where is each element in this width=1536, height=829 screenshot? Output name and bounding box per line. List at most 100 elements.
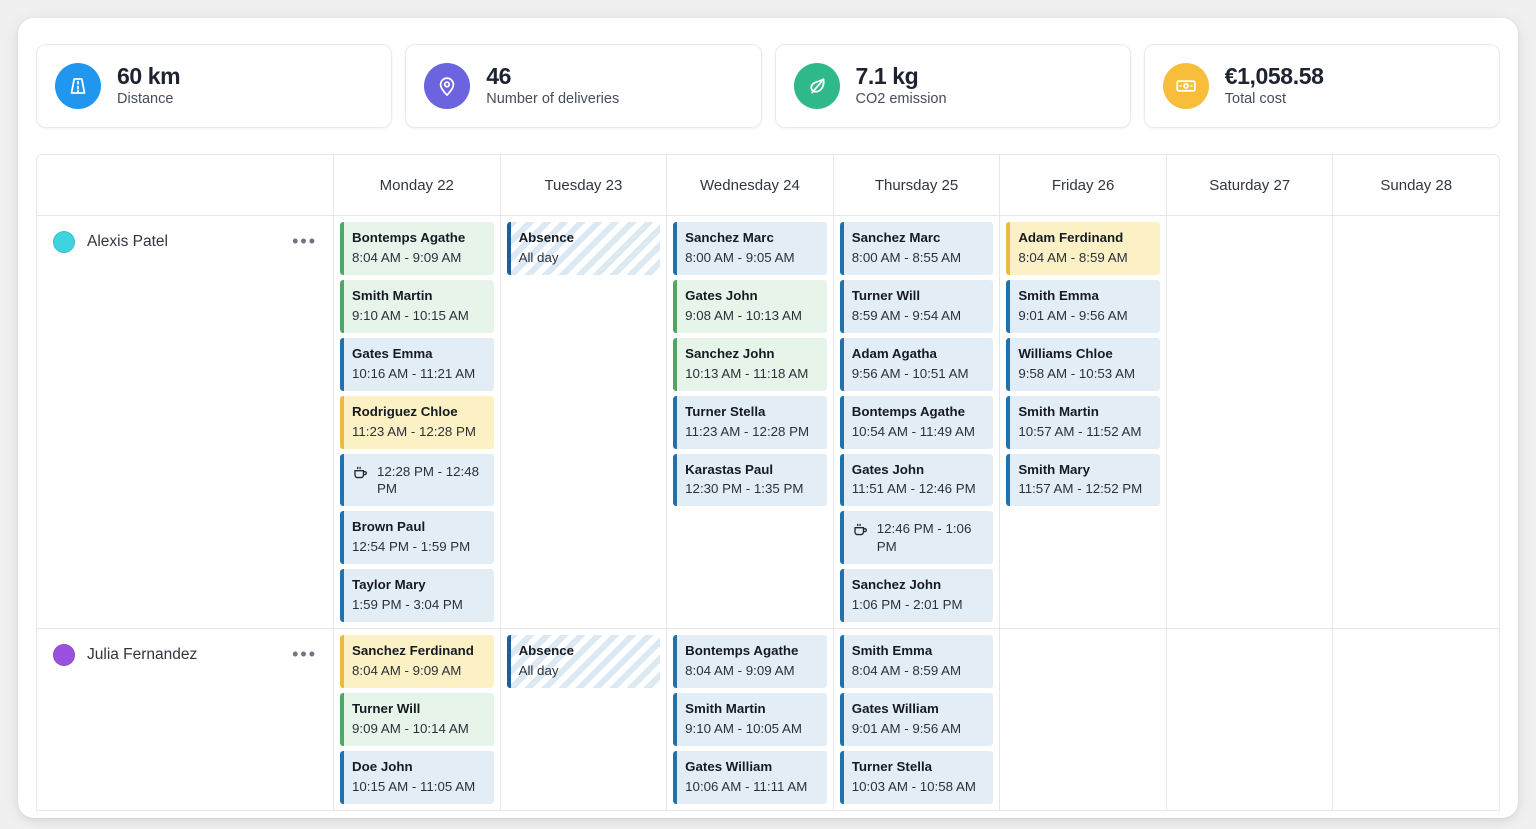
event-title: Bontemps Agathe [352, 230, 466, 245]
event-time: 11:23 AM - 12:28 PM [352, 423, 476, 439]
delivery-event[interactable]: Bontemps Agathe 8:04 AM - 9:09 AM [673, 635, 827, 688]
delivery-event[interactable]: Sanchez Ferdinand 8:04 AM - 9:09 AM [340, 635, 494, 688]
resource-row: Alexis Patel ••• Bontemps Agathe 8:04 AM - … [37, 215, 1499, 629]
delivery-event[interactable]: Turner Stella 11:23 AM - 12:28 PM [673, 395, 827, 449]
event-time: 1:06 PM - 2:01 PM [851, 597, 963, 613]
resource-row: Julia Fernandez ••• Sanchez Ferdinand 8:04 … [37, 628, 1499, 810]
delivery-event[interactable]: Sanchez Marc 8:00 AM - 8:55 AM [839, 222, 994, 275]
delivery-event[interactable]: Adam Ferdinand 8:04 AM - 8:59 AM [1006, 222, 1160, 275]
delivery-event[interactable]: Smith Martin 10:57 AM - 11:52 AM [1006, 395, 1160, 449]
delivery-event[interactable]: Smith Emma 9:01 AM - 9:56 AM [1006, 279, 1160, 333]
delivery-event[interactable]: Williams Chloe 9:58 AM - 10:53 AM [1006, 337, 1160, 391]
resource-options-button[interactable]: ••• [292, 231, 317, 251]
break-event[interactable]: 12:28 PM - 12:48 PM [340, 453, 494, 507]
day-cell[interactable]: Absence All day [501, 629, 668, 810]
kpi-text: 46 Number of deliveries [486, 64, 619, 107]
resource-options-button[interactable]: ••• [292, 644, 317, 665]
delivery-event[interactable]: Adam Agatha 9:56 AM - 10:51 AM [839, 337, 994, 391]
day-header-thursday[interactable]: Thursday 25 [834, 155, 1001, 215]
event-title: Turner Will [352, 701, 421, 716]
event-title: Smith Mary [1018, 461, 1090, 477]
day-cell[interactable]: Sanchez Ferdinand 8:04 AM - 9:09 AM Turner… [334, 629, 501, 810]
delivery-event[interactable]: Turner Stella 10:03 AM - 10:58 AM [839, 750, 994, 804]
delivery-event[interactable]: Gates William 9:01 AM - 9:56 AM [839, 693, 994, 746]
event-time: 9:10 AM - 10:15 AM [352, 307, 469, 323]
event-title: Bontemps Agathe [851, 403, 966, 419]
kpi-card-total-cost: €1,058.58 Total cost [1143, 44, 1500, 128]
day-cell[interactable] [1333, 629, 1499, 810]
event-title: Doe John [352, 758, 413, 774]
absence-event[interactable]: Absence All day [506, 635, 661, 688]
delivery-event[interactable]: Taylor Mary 1:59 PM - 3:04 PM [340, 569, 494, 623]
day-header-friday[interactable]: Friday 26 [1000, 155, 1167, 215]
event-time: 9:09 AM - 10:14 AM [352, 720, 469, 736]
day-cell[interactable]: Smith Emma 8:04 AM - 8:59 AM Gates William… [834, 629, 1001, 810]
delivery-event[interactable]: Gates William 10:06 AM - 11:11 AM [673, 750, 827, 804]
day-header-wednesday[interactable]: Wednesday 24 [667, 155, 834, 215]
event-time: 10:15 AM - 11:05 AM [352, 778, 476, 794]
delivery-event[interactable]: Smith Mary 11:57 AM - 12:52 PM [1006, 453, 1160, 507]
delivery-event[interactable]: Smith Martin 9:10 AM - 10:05 AM [673, 693, 827, 746]
kpi-label: Number of deliveries [486, 90, 620, 107]
delivery-event[interactable]: Gates John 9:08 AM - 10:13 AM [673, 279, 827, 333]
delivery-event[interactable]: Smith Martin 9:10 AM - 10:15 AM [340, 279, 494, 333]
delivery-event[interactable]: Turner Will 8:59 AM - 9:54 AM [839, 279, 994, 333]
event-title: Williams Chloe [1018, 345, 1113, 361]
event-time: 12:46 PM - 1:06 PM [876, 521, 972, 555]
delivery-event[interactable]: Turner Will 9:09 AM - 10:14 AM [340, 693, 494, 746]
day-cell[interactable] [1333, 216, 1499, 628]
day-cell[interactable] [1000, 629, 1167, 810]
event-time: 9:01 AM - 9:56 AM [1018, 307, 1128, 323]
schedule-calendar: Monday 22 Tuesday 23 Wednesday 24 Thursday … [36, 154, 1500, 811]
event-time: 9:56 AM - 10:51 AM [851, 365, 969, 381]
event-time: 11:23 AM - 12:28 PM [685, 423, 810, 439]
event-title: Rodriguez Chloe [352, 403, 458, 419]
delivery-event[interactable]: Rodriguez Chloe 11:23 AM - 12:28 PM [340, 395, 494, 449]
event-title: Absence [518, 230, 575, 245]
resource-cell: Julia Fernandez ••• [37, 629, 334, 810]
kpi-value: 60 km [117, 63, 181, 90]
event-title: Absence [518, 643, 575, 659]
delivery-event[interactable]: Sanchez John 1:06 PM - 2:01 PM [839, 569, 994, 623]
event-title: Smith Martin [685, 701, 766, 716]
break-event[interactable]: 12:46 PM - 1:06 PM [839, 511, 994, 565]
event-title: Gates Emma [352, 345, 433, 361]
resource-cell: Alexis Patel ••• [37, 216, 334, 629]
event-time: 9:01 AM - 9:56 AM [851, 720, 962, 736]
delivery-event[interactable]: Gates Emma 10:16 AM - 11:21 AM [340, 337, 494, 391]
event-title: Adam Ferdinand [1018, 230, 1124, 245]
delivery-event[interactable]: Bontemps Agathe 10:54 AM - 11:49 AM [839, 395, 994, 449]
event-title: Smith Emma [851, 643, 933, 659]
day-cell[interactable]: Bontemps Agathe 8:04 AM - 9:09 AM Smith Ma… [667, 629, 834, 810]
kpi-strip: 60 km Distance 46 Number of deliveries 7.1 k… [18, 18, 1518, 128]
delivery-event[interactable]: Sanchez Marc 8:00 AM - 9:05 AM [673, 222, 827, 275]
delivery-event[interactable]: Karastas Paul 12:30 PM - 1:35 PM [673, 453, 827, 507]
event-time: 8:00 AM - 9:05 AM [685, 249, 795, 265]
day-cell[interactable] [1167, 216, 1334, 629]
absence-event[interactable]: Absence All day [506, 222, 661, 275]
event-title: Gates John [685, 287, 758, 303]
delivery-event[interactable]: Smith Emma 8:04 AM - 8:59 AM [839, 635, 994, 688]
day-header-sunday[interactable]: Sunday 28 [1380, 176, 1453, 194]
event-time: 1:59 PM - 3:04 PM [352, 597, 463, 613]
delivery-event[interactable]: Sanchez John 10:13 AM - 11:18 AM [673, 337, 827, 391]
day-header-saturday[interactable]: Saturday 27 [1167, 155, 1334, 215]
event-time: 11:57 AM - 12:52 PM [1018, 481, 1143, 497]
day-header-monday[interactable]: Monday 22 [334, 155, 501, 215]
day-cell[interactable] [1167, 629, 1334, 810]
road-icon [55, 63, 101, 109]
kpi-value: 46 [486, 63, 512, 90]
delivery-event[interactable]: Gates John 11:51 AM - 12:46 PM [839, 453, 994, 507]
delivery-event[interactable]: Doe John 10:15 AM - 11:05 AM [340, 750, 494, 804]
day-cell[interactable]: Bontemps Agathe 8:04 AM - 9:09 AM Smith Ma… [334, 216, 501, 629]
delivery-event[interactable]: Bontemps Agathe 8:04 AM - 9:09 AM [340, 222, 494, 275]
day-cell[interactable]: Sanchez Marc 8:00 AM - 8:55 AM Turner Will… [834, 216, 1001, 629]
day-cell[interactable]: Sanchez Marc 8:00 AM - 9:05 AM Gates John 9… [667, 216, 834, 629]
event-title: Sanchez Marc [851, 230, 941, 245]
day-cell[interactable]: Adam Ferdinand 8:04 AM - 8:59 AM Smith Emm… [1000, 216, 1167, 629]
day-header-tuesday[interactable]: Tuesday 23 [501, 155, 668, 215]
event-time: 10:57 AM - 11:52 AM [1018, 423, 1142, 439]
day-cell[interactable]: Absence All day [501, 216, 668, 629]
delivery-event[interactable]: Brown Paul 12:54 PM - 1:59 PM [340, 511, 494, 565]
event-time: 10:16 AM - 11:21 AM [352, 365, 476, 381]
